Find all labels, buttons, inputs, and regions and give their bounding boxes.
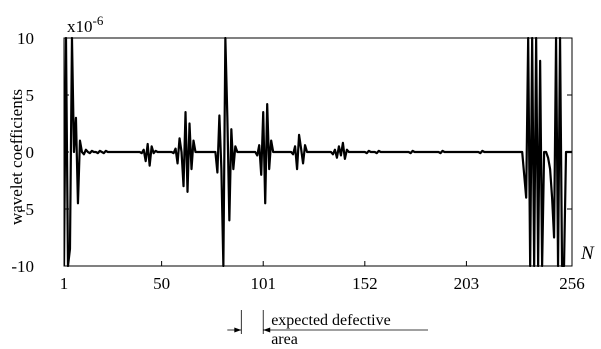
x-tick-label: 1 — [60, 274, 69, 293]
series-line — [64, 37, 572, 267]
x-axis: 1 50 101 152 203 256 — [60, 261, 585, 293]
y-tick-label: 5 — [26, 86, 35, 105]
annotation-text-line2: area — [271, 331, 298, 348]
y-tick-label: 10 — [17, 29, 34, 48]
y-tick-label: -5 — [20, 200, 34, 219]
y-axis: 10 5 0 -5 -10 — [11, 29, 572, 276]
y-tick-label: -10 — [11, 257, 34, 276]
defective-area-annotation: expected defective area — [227, 310, 428, 348]
y-tick-label: 0 — [26, 143, 35, 162]
x-tick-label: 203 — [454, 274, 480, 293]
x-axis-label: N — [580, 243, 595, 264]
annotation-text-line1: expected defective — [271, 312, 390, 329]
y-multiplier-base: x10 — [67, 17, 93, 36]
y-multiplier-exponent: -6 — [93, 13, 104, 28]
x-tick-label: 50 — [153, 274, 170, 293]
x-tick-label: 256 — [559, 274, 585, 293]
x-tick-label: 101 — [250, 274, 276, 293]
y-axis-label: wavelet coefficients — [7, 89, 26, 225]
x-tick-label: 152 — [352, 274, 378, 293]
y-multiplier-label: x10-6 — [67, 13, 104, 37]
